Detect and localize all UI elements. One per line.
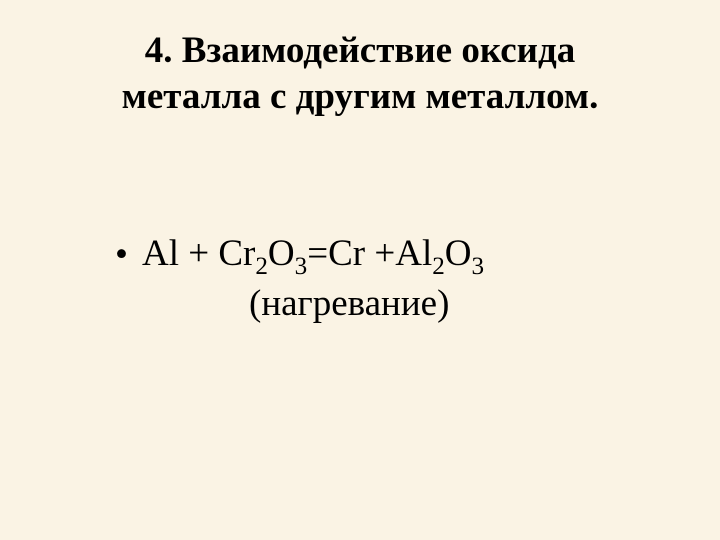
bullet-icon: • — [115, 233, 128, 277]
eq-o1: O — [268, 233, 295, 274]
eq-o2: O — [445, 233, 472, 274]
slide-container: 4. Взаимодействие оксида металла с други… — [0, 0, 720, 540]
title-line-2: металла с другим металлом. — [122, 76, 599, 117]
eq-cr-al: =Cr +Al — [307, 233, 432, 274]
eq-al-cr: Al + Cr — [142, 233, 255, 274]
equation-row: • Al + Cr2O3=Cr +Al2O3 — [115, 231, 670, 282]
chemical-equation: Al + Cr2O3=Cr +Al2O3 — [142, 231, 484, 282]
slide-title: 4. Взаимодействие оксида металла с други… — [50, 28, 670, 121]
equation-condition: (нагревание) — [249, 281, 670, 327]
title-line-1: 4. Взаимодействие оксида — [145, 30, 575, 71]
eq-sub-3b: 3 — [472, 253, 485, 280]
body-area: • Al + Cr2O3=Cr +Al2O3 (нагревание) — [50, 231, 670, 328]
eq-sub-3a: 3 — [295, 253, 308, 280]
eq-sub-2b: 2 — [432, 253, 445, 280]
eq-sub-2a: 2 — [255, 253, 268, 280]
